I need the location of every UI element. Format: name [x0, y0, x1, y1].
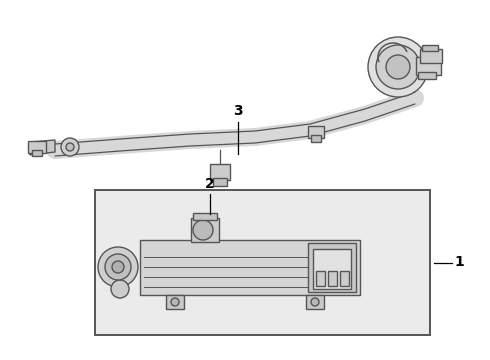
Circle shape	[66, 143, 74, 151]
Text: 3: 3	[233, 104, 243, 118]
Bar	[95, 190, 430, 335]
Bar	[213, 178, 227, 186]
Circle shape	[111, 280, 129, 298]
Bar	[340, 271, 349, 286]
Text: 1: 1	[454, 256, 464, 270]
Polygon shape	[30, 140, 55, 155]
Bar	[328, 271, 337, 286]
Bar	[422, 45, 438, 51]
Bar	[308, 243, 356, 292]
Bar	[306, 295, 324, 309]
Circle shape	[171, 298, 179, 306]
Bar	[193, 213, 217, 220]
Bar	[166, 295, 184, 309]
Circle shape	[311, 298, 319, 306]
Bar	[418, 72, 436, 79]
Circle shape	[193, 220, 213, 240]
Bar	[28, 141, 46, 153]
Circle shape	[112, 261, 124, 273]
Bar	[140, 240, 360, 295]
Bar	[308, 126, 324, 138]
Circle shape	[376, 45, 420, 89]
Bar	[316, 271, 325, 286]
Bar	[420, 49, 442, 63]
Circle shape	[105, 254, 131, 280]
Circle shape	[98, 247, 138, 287]
Bar	[32, 150, 42, 156]
Bar	[311, 135, 321, 142]
Bar	[416, 57, 441, 75]
Bar	[210, 164, 230, 180]
Circle shape	[368, 37, 428, 97]
Bar	[191, 218, 219, 242]
Text: 2: 2	[205, 177, 215, 191]
Bar	[313, 249, 351, 289]
Circle shape	[61, 138, 79, 156]
Circle shape	[386, 55, 410, 79]
